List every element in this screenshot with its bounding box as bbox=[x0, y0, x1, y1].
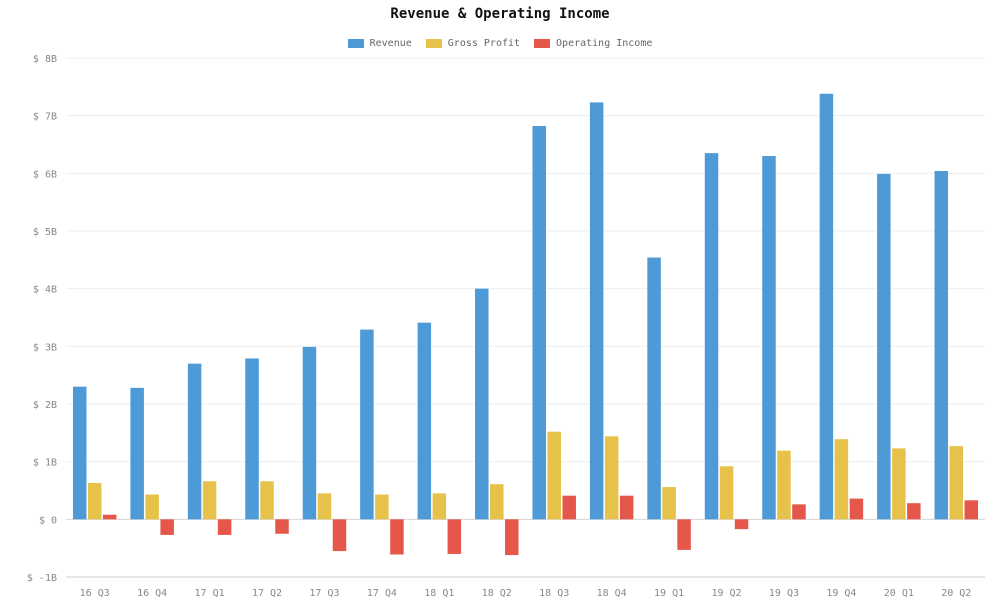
bar-gross-profit bbox=[834, 439, 849, 520]
y-tick-label: $ 5B bbox=[33, 227, 57, 238]
bar-gross-profit bbox=[260, 481, 274, 520]
x-tick-label: 19 Q1 bbox=[654, 588, 684, 599]
legend: Revenue Gross Profit Operating Income bbox=[0, 38, 1000, 49]
x-tick-label: 20 Q2 bbox=[941, 588, 971, 599]
bar-operating-income bbox=[390, 519, 404, 555]
bar-gross-profit bbox=[432, 493, 447, 520]
y-tick-label: $ 2B bbox=[33, 400, 57, 411]
bar-revenue bbox=[647, 257, 661, 520]
x-tick-label: 19 Q4 bbox=[826, 588, 856, 599]
bar-revenue bbox=[187, 363, 202, 520]
bar-operating-income bbox=[562, 495, 576, 520]
bar-operating-income bbox=[792, 504, 806, 520]
bar-gross-profit bbox=[777, 450, 791, 520]
bar-operating-income bbox=[849, 498, 864, 520]
x-tick-label: 18 Q3 bbox=[539, 588, 569, 599]
x-tick-label: 18 Q2 bbox=[482, 588, 512, 599]
bar-gross-profit bbox=[490, 484, 504, 520]
bar-operating-income bbox=[964, 500, 979, 520]
bar-gross-profit bbox=[719, 466, 734, 520]
bar-revenue bbox=[819, 93, 834, 520]
bar-revenue bbox=[704, 153, 719, 520]
y-tick-label: $ 1B bbox=[33, 458, 57, 469]
bar-revenue bbox=[360, 329, 374, 520]
bar-operating-income bbox=[505, 519, 519, 556]
x-tick-label: 17 Q1 bbox=[195, 588, 225, 599]
legend-swatch-gross-profit bbox=[425, 39, 442, 48]
bar-gross-profit bbox=[547, 431, 561, 520]
bar-operating-income bbox=[102, 514, 117, 520]
bar-revenue bbox=[302, 346, 317, 520]
y-tick-label: $ 4B bbox=[33, 285, 57, 296]
y-tick-label: $ 3B bbox=[33, 342, 57, 353]
x-tick-label: 16 Q4 bbox=[137, 588, 167, 599]
bar-revenue bbox=[72, 386, 87, 520]
bar-revenue bbox=[934, 171, 949, 520]
bar-gross-profit bbox=[317, 493, 332, 520]
bar-gross-profit bbox=[145, 494, 159, 520]
x-tick-label: 19 Q2 bbox=[711, 588, 741, 599]
bar-gross-profit bbox=[892, 448, 906, 520]
bar-gross-profit bbox=[202, 481, 217, 520]
bar-gross-profit bbox=[662, 487, 676, 520]
x-tick-label: 18 Q1 bbox=[424, 588, 454, 599]
bar-revenue bbox=[877, 173, 891, 520]
x-tick-label: 17 Q2 bbox=[252, 588, 282, 599]
bar-operating-income bbox=[677, 519, 691, 550]
bar-operating-income bbox=[447, 519, 462, 554]
x-tick-label: 16 Q3 bbox=[80, 588, 110, 599]
bar-gross-profit bbox=[375, 494, 389, 520]
legend-label-gross-profit: Gross Profit bbox=[447, 38, 521, 49]
y-tick-label: $ 7B bbox=[33, 112, 57, 123]
bar-operating-income bbox=[907, 503, 921, 520]
bar-operating-income bbox=[619, 495, 634, 520]
legend-label-operating-income: Operating Income bbox=[556, 38, 653, 49]
bar-revenue bbox=[589, 102, 604, 520]
legend-label-revenue: Revenue bbox=[369, 38, 412, 49]
bar-operating-income bbox=[332, 519, 347, 552]
y-tick-label: $ 8B bbox=[33, 54, 57, 65]
bar-operating-income bbox=[734, 519, 749, 530]
bar-operating-income bbox=[217, 519, 232, 535]
x-tick-label: 17 Q4 bbox=[367, 588, 397, 599]
legend-item-operating-income[interactable]: Operating Income bbox=[534, 38, 652, 49]
y-tick-label: $ 0 bbox=[39, 515, 57, 526]
bar-gross-profit bbox=[604, 436, 619, 520]
bar-revenue bbox=[762, 156, 776, 520]
bar-revenue bbox=[245, 358, 259, 520]
y-tick-label: $ -1B bbox=[27, 573, 57, 584]
chart-title: Revenue & Operating Income bbox=[390, 6, 610, 22]
legend-swatch-operating-income bbox=[534, 39, 551, 48]
bar-gross-profit bbox=[949, 446, 964, 520]
y-tick-label: $ 6B bbox=[33, 169, 57, 180]
x-tick-label: 17 Q3 bbox=[309, 588, 339, 599]
x-tick-label: 20 Q1 bbox=[884, 588, 914, 599]
x-tick-label: 19 Q3 bbox=[769, 588, 799, 599]
bar-revenue bbox=[532, 126, 546, 520]
bar-revenue bbox=[417, 322, 432, 520]
legend-item-gross-profit[interactable]: Gross Profit bbox=[425, 38, 521, 49]
legend-item-revenue[interactable]: Revenue bbox=[347, 38, 412, 49]
bar-revenue bbox=[130, 387, 144, 520]
bar-gross-profit bbox=[87, 483, 102, 520]
bar-operating-income bbox=[160, 519, 174, 535]
x-tick-label: 18 Q4 bbox=[597, 588, 627, 599]
legend-swatch-revenue bbox=[347, 39, 364, 48]
bar-revenue bbox=[475, 288, 489, 520]
bar-operating-income bbox=[275, 519, 289, 534]
